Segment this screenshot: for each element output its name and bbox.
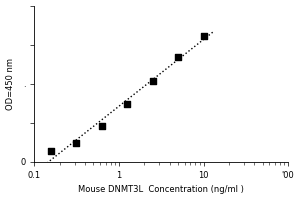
Point <box>99 124 104 127</box>
Point <box>150 79 155 82</box>
Point <box>201 34 206 37</box>
Point <box>176 56 181 59</box>
Point <box>48 150 53 153</box>
Y-axis label: OD=450 nm: OD=450 nm <box>6 58 15 110</box>
X-axis label: Mouse DNMT3L  Concentration (ng/ml ): Mouse DNMT3L Concentration (ng/ml ) <box>78 185 244 194</box>
Point <box>125 103 130 106</box>
Point <box>74 142 79 145</box>
